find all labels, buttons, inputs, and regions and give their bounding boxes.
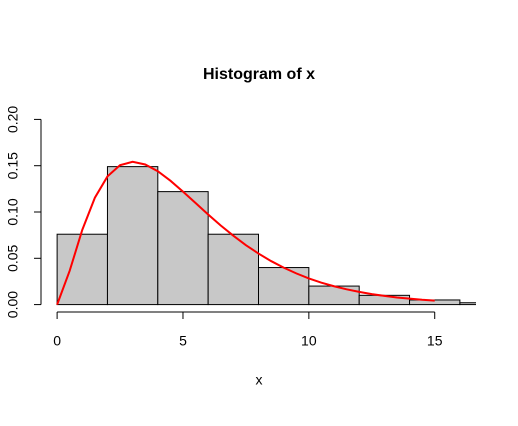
y-tick-label: 0.05 bbox=[5, 244, 21, 271]
density-curve bbox=[56, 160, 435, 305]
histogram-bar bbox=[207, 233, 259, 306]
x-tick-label: 5 bbox=[179, 333, 187, 349]
y-tick-label: 0.00 bbox=[5, 291, 21, 318]
histogram-bar bbox=[459, 302, 476, 306]
histogram-bar bbox=[308, 285, 360, 306]
y-tick-label: 0.10 bbox=[5, 198, 21, 225]
x-tick-label: 10 bbox=[301, 333, 317, 349]
histogram-bar bbox=[106, 166, 159, 306]
x-axis-label: x bbox=[256, 372, 263, 388]
histogram-bar bbox=[56, 233, 108, 306]
x-tick-label: 0 bbox=[53, 333, 61, 349]
histogram-bar bbox=[258, 267, 310, 306]
chart-title: Histogram of x bbox=[203, 66, 315, 83]
y-tick-label: 0.20 bbox=[5, 106, 21, 133]
histogram-bar bbox=[157, 191, 209, 306]
plot-area bbox=[56, 160, 476, 306]
y-tick-label: 0.15 bbox=[5, 152, 21, 179]
x-tick-label: 15 bbox=[427, 333, 443, 349]
